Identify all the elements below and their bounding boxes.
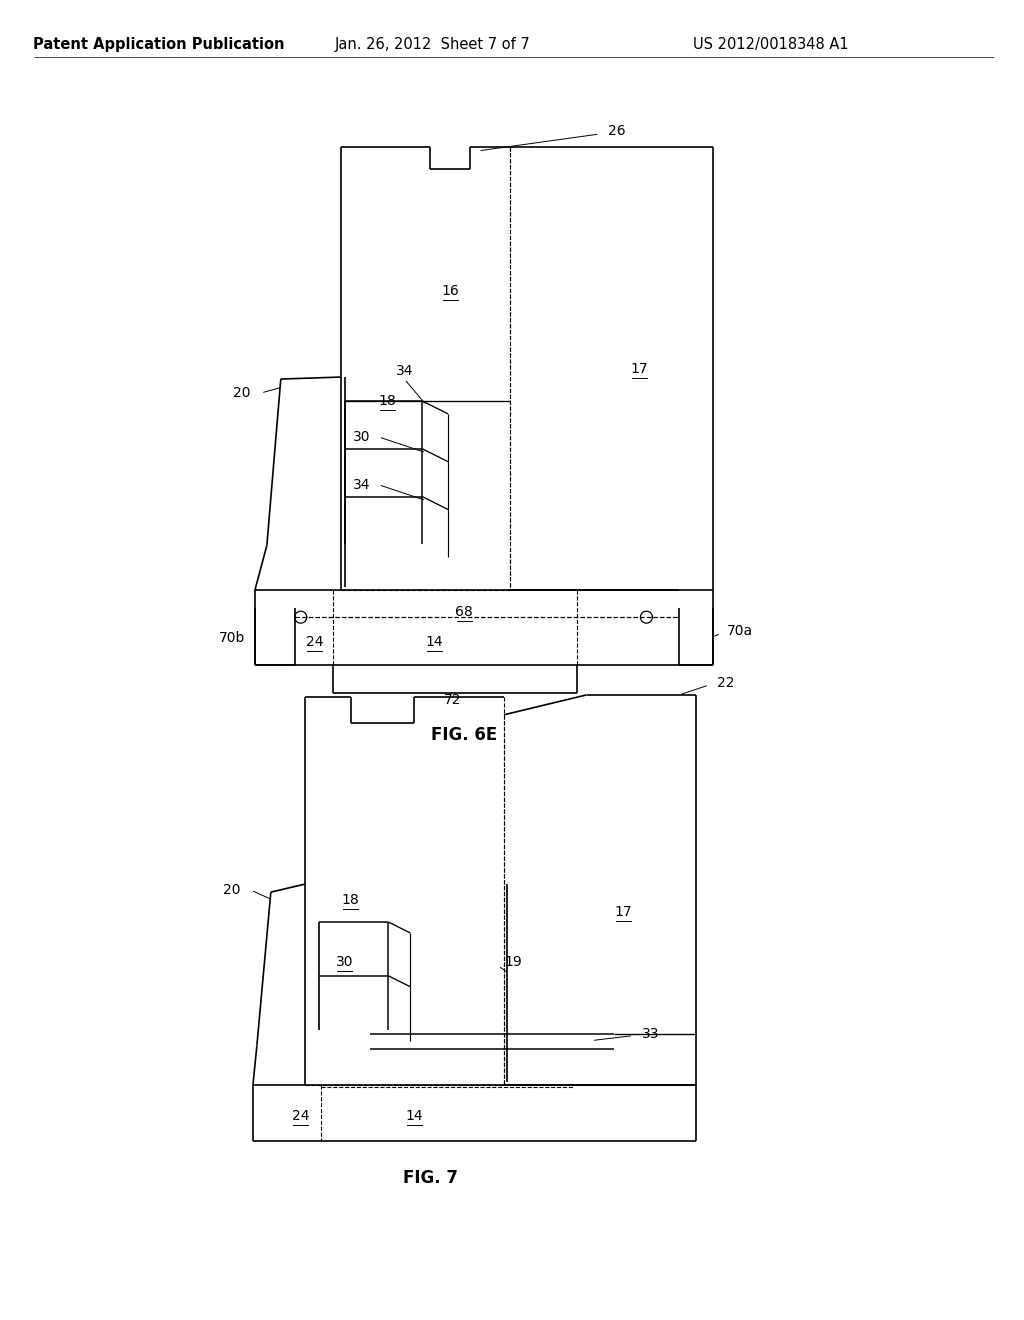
Text: 26: 26 (607, 124, 626, 139)
Text: FIG. 6E: FIG. 6E (431, 726, 498, 743)
Text: Patent Application Publication: Patent Application Publication (33, 37, 284, 51)
Text: 22: 22 (717, 676, 734, 690)
Text: 16: 16 (441, 284, 459, 298)
Text: 72: 72 (443, 693, 461, 706)
Text: 18: 18 (379, 393, 396, 408)
Text: 34: 34 (353, 478, 371, 491)
Text: 20: 20 (223, 883, 241, 898)
Text: 70a: 70a (727, 624, 754, 638)
Text: 24: 24 (306, 635, 324, 649)
Text: Jan. 26, 2012  Sheet 7 of 7: Jan. 26, 2012 Sheet 7 of 7 (335, 37, 530, 51)
Text: 17: 17 (631, 362, 648, 376)
Text: FIG. 7: FIG. 7 (402, 1170, 458, 1187)
Text: 24: 24 (292, 1109, 309, 1123)
Text: 14: 14 (425, 635, 443, 649)
Text: 33: 33 (641, 1027, 658, 1040)
Text: 68: 68 (456, 605, 473, 619)
Text: 17: 17 (614, 906, 632, 919)
Text: 70b: 70b (218, 631, 245, 645)
Text: US 2012/0018348 A1: US 2012/0018348 A1 (693, 37, 849, 51)
Text: 14: 14 (406, 1109, 423, 1123)
Text: 20: 20 (233, 385, 251, 400)
Text: 30: 30 (336, 954, 353, 969)
Text: 30: 30 (353, 430, 371, 444)
Text: 34: 34 (395, 364, 413, 378)
Text: 19: 19 (504, 954, 521, 969)
Text: 18: 18 (342, 894, 359, 907)
